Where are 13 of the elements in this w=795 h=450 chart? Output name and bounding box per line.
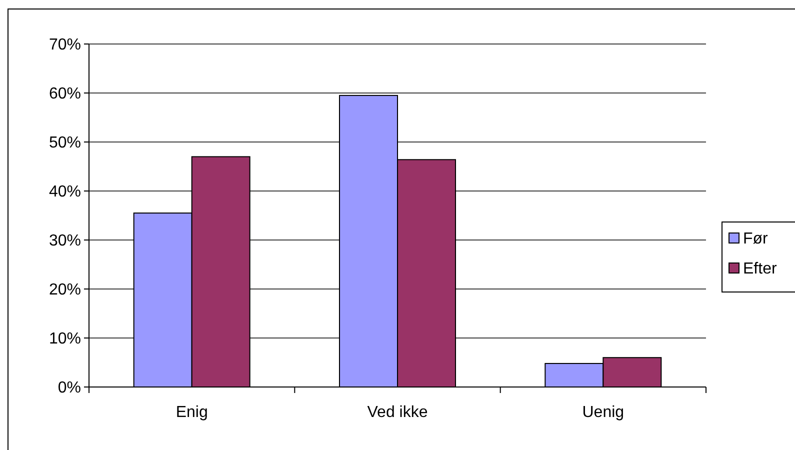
y-tick-label: 0% [58,380,81,397]
legend-label: Efter [743,260,778,278]
legend-label: Før [743,230,769,248]
y-tick-label: 50% [48,134,81,152]
y-tick-label: 20% [48,282,81,299]
y-tick-label: 10% [48,330,81,348]
x-tick-label: Uenig [582,404,624,421]
y-tick-label: 60% [48,86,81,103]
y-tick-label: 40% [48,184,81,201]
x-tick-label: Enig [176,404,208,421]
y-tick-label: 30% [48,232,81,250]
x-tick-label: Ved ikke [367,404,428,421]
y-tick-label: 70% [48,36,81,54]
